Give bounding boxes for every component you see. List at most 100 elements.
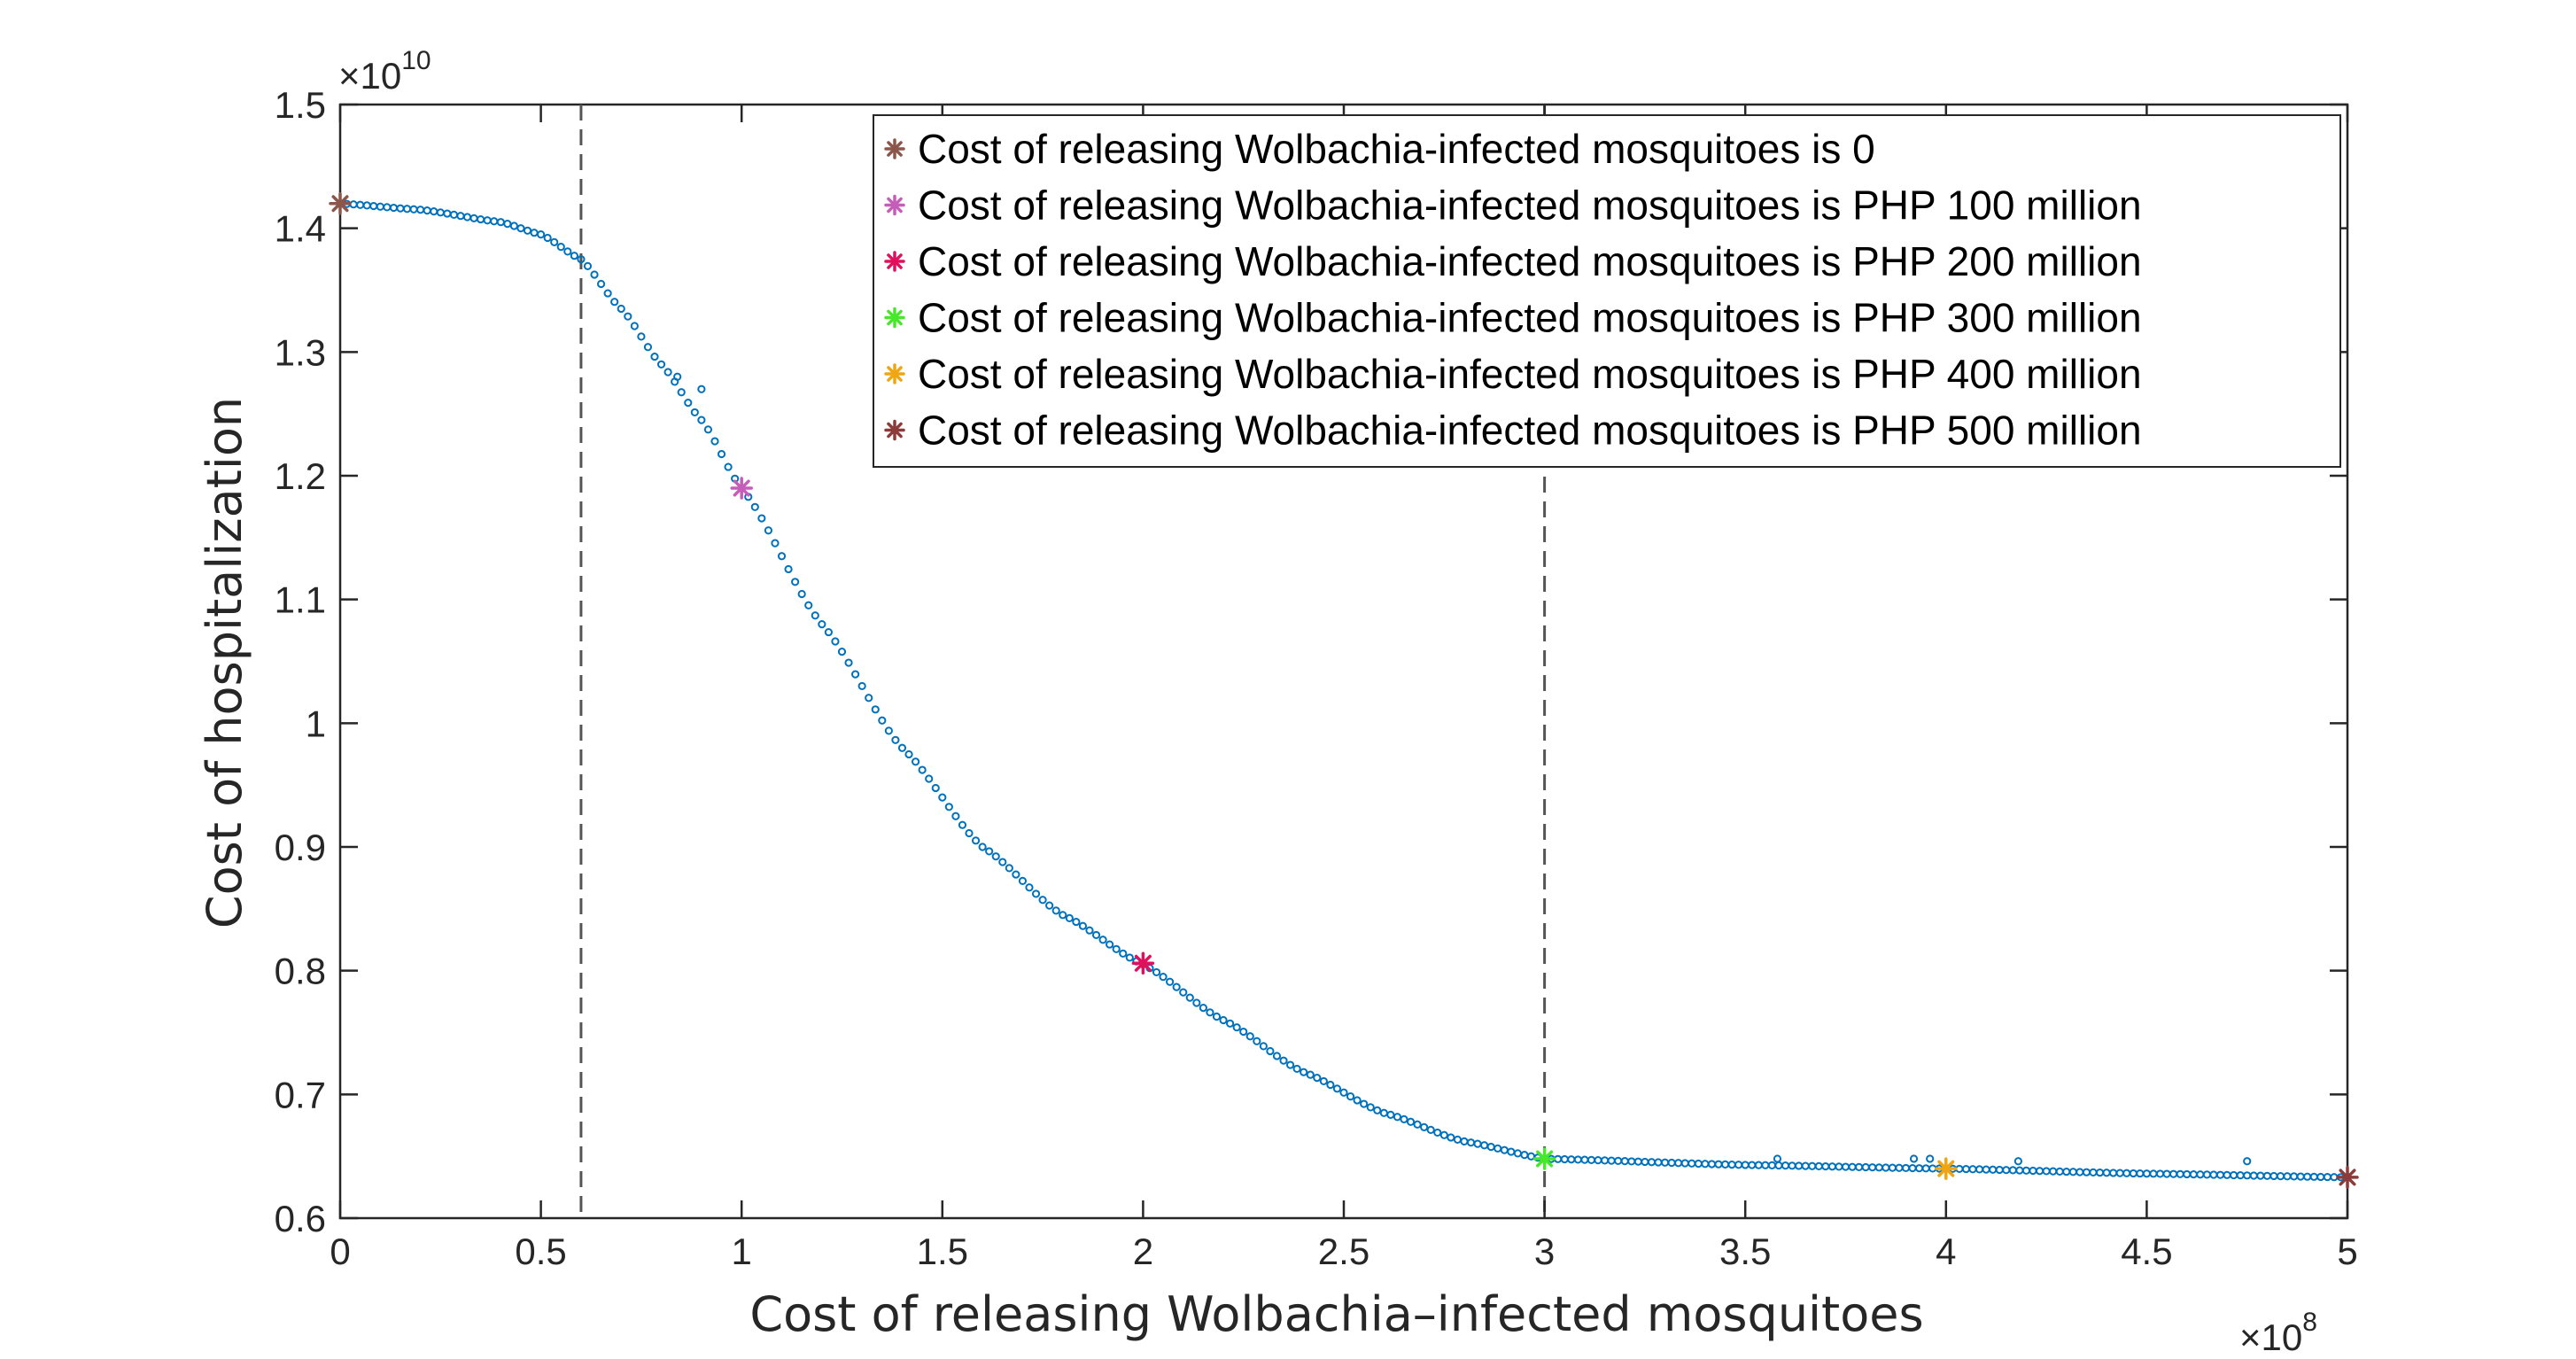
curve-point bbox=[1400, 1114, 1408, 1124]
curve-point bbox=[563, 247, 572, 256]
series-marker bbox=[329, 191, 352, 215]
curve-point bbox=[1266, 1046, 1275, 1056]
legend-marker bbox=[884, 363, 905, 384]
curve-point bbox=[1159, 973, 1168, 982]
curve-point bbox=[978, 843, 987, 851]
curve-point bbox=[677, 388, 686, 397]
legend-marker-stroke bbox=[887, 141, 903, 157]
legend-entry: Cost of releasing Wolbachia-infected mos… bbox=[918, 182, 2142, 229]
legend-marker bbox=[884, 138, 905, 159]
series-marker-stroke bbox=[2339, 1169, 2356, 1186]
curve-point bbox=[1239, 1027, 1248, 1037]
curve-point bbox=[550, 237, 559, 246]
curve-point bbox=[596, 279, 606, 289]
curve-point bbox=[951, 812, 960, 820]
series-marker-stroke bbox=[733, 479, 750, 497]
curve-point bbox=[784, 564, 793, 574]
curve-point bbox=[1393, 1113, 1402, 1122]
series-marker bbox=[730, 477, 753, 500]
y-axis-label: Cost of hospitalization bbox=[197, 397, 252, 928]
curve-point bbox=[918, 765, 927, 774]
curve-point bbox=[771, 539, 780, 547]
curve-point bbox=[991, 852, 1000, 861]
curve-point bbox=[556, 243, 565, 252]
x-multiplier-exponent: 8 bbox=[2302, 1308, 2317, 1337]
outlier-point bbox=[2243, 1157, 2252, 1166]
curve-point bbox=[603, 289, 612, 298]
curve-point bbox=[1279, 1056, 1288, 1065]
curve-point bbox=[884, 726, 893, 735]
y-multiplier-base: ×10 bbox=[338, 55, 401, 97]
y-multiplier-exponent: 10 bbox=[401, 46, 431, 75]
curve-point bbox=[1199, 1003, 1207, 1013]
series-marker-stroke bbox=[1536, 1150, 1554, 1168]
curve-point bbox=[1225, 1019, 1235, 1028]
series-marker bbox=[1935, 1157, 1958, 1180]
curve-point bbox=[684, 398, 693, 408]
curve-point bbox=[509, 221, 518, 230]
curve-point bbox=[1125, 953, 1134, 962]
curve-point bbox=[1219, 1015, 1228, 1025]
curve-point bbox=[577, 254, 586, 264]
curve-point bbox=[971, 836, 981, 845]
series-marker bbox=[1131, 951, 1155, 975]
curve-point bbox=[1051, 906, 1060, 915]
curve-point bbox=[1065, 913, 1074, 923]
curve-point bbox=[938, 793, 947, 802]
curve-point bbox=[871, 705, 880, 714]
series-marker bbox=[2336, 1166, 2359, 1189]
curve-point bbox=[1406, 1117, 1416, 1126]
curve-point bbox=[1185, 993, 1194, 1002]
curve-point bbox=[543, 233, 552, 243]
x-tick-label: 0.5 bbox=[515, 1231, 566, 1272]
legend-marker bbox=[884, 251, 905, 272]
curve-point bbox=[1152, 967, 1161, 977]
curve-point bbox=[757, 514, 766, 523]
outlier-point bbox=[1909, 1154, 1919, 1163]
x-tick-label: 2 bbox=[1133, 1231, 1153, 1272]
series-marker-stroke bbox=[331, 195, 349, 213]
x-tick-label: 3 bbox=[1534, 1231, 1555, 1272]
x-tick-label: 4.5 bbox=[2121, 1231, 2172, 1272]
highlight-markers bbox=[329, 191, 2359, 1189]
curve-point bbox=[777, 552, 787, 561]
curve-point bbox=[724, 462, 733, 471]
curve-point bbox=[797, 589, 806, 599]
curve-point bbox=[1285, 1060, 1295, 1069]
curve-point bbox=[523, 226, 532, 235]
y-tick-label: 0.9 bbox=[275, 827, 326, 868]
curve-point bbox=[831, 637, 840, 646]
y-tick-label: 1.1 bbox=[275, 579, 326, 621]
curve-point bbox=[624, 312, 632, 321]
curve-point bbox=[904, 749, 913, 759]
curve-point bbox=[1038, 896, 1047, 905]
curve-point bbox=[1091, 930, 1101, 940]
curve-point bbox=[1373, 1106, 1382, 1114]
curve-point bbox=[1005, 864, 1013, 873]
x-tick-label: 0 bbox=[330, 1231, 350, 1272]
legend-box bbox=[873, 114, 2341, 468]
legend-marker-stroke bbox=[887, 197, 903, 214]
curve-point bbox=[1206, 1008, 1214, 1017]
curve-point bbox=[570, 252, 578, 260]
curve-point bbox=[944, 803, 953, 812]
x-tick-label: 1.5 bbox=[917, 1231, 968, 1272]
curve-point bbox=[1166, 977, 1175, 986]
y-tick-label: 1.2 bbox=[275, 455, 326, 497]
outlier-point bbox=[1926, 1154, 1935, 1163]
curve-point bbox=[897, 743, 907, 752]
curve-point bbox=[1300, 1068, 1308, 1076]
curve-points bbox=[336, 199, 2352, 1182]
outlier-point bbox=[2013, 1157, 2022, 1166]
legend-marker-stroke bbox=[887, 309, 903, 326]
curve-point bbox=[583, 261, 593, 270]
series-marker bbox=[1532, 1147, 1556, 1170]
curve-point bbox=[811, 611, 819, 620]
curve-point bbox=[1018, 876, 1028, 886]
curve-point bbox=[804, 601, 813, 610]
curve-point bbox=[710, 437, 719, 446]
y-tick-label: 0.8 bbox=[275, 951, 326, 992]
curve-point bbox=[1192, 998, 1201, 1007]
curve-point bbox=[1098, 936, 1107, 944]
